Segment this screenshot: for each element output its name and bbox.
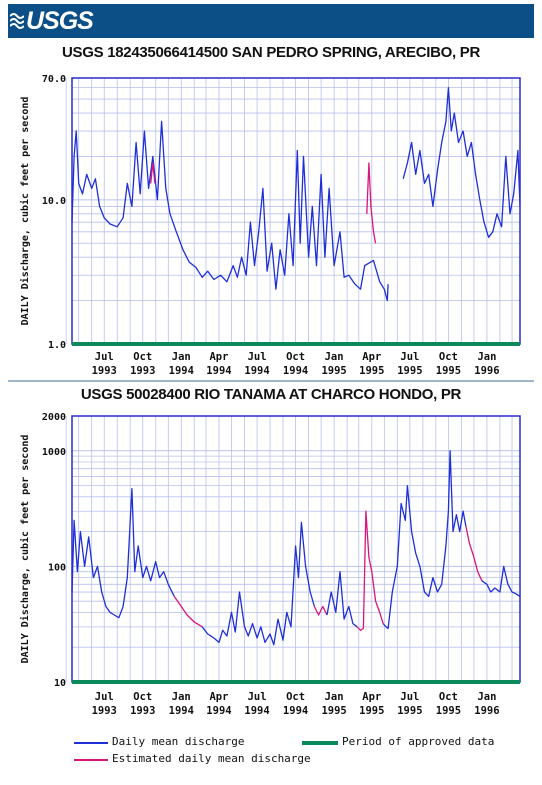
y-tick-label: 10.0 [42, 196, 66, 207]
legend-swatch-approved [302, 741, 338, 745]
y-tick-label: 10 [54, 678, 66, 689]
series-line [326, 571, 358, 628]
x-tick-label-month: Oct [133, 691, 152, 703]
series-line [382, 450, 467, 630]
x-tick-label-month: Apr [362, 691, 381, 703]
series-line [313, 605, 328, 616]
x-tick-label-year: 1994 [206, 705, 231, 717]
x-tick-label-month: Jan [172, 691, 191, 703]
plot-area [72, 78, 520, 344]
legend-approved: Period of approved data [342, 735, 495, 748]
x-tick-label-year: 1994 [169, 705, 194, 717]
usgs-logo[interactable]: USGS [26, 7, 94, 35]
x-tick-label-month: Oct [133, 351, 152, 363]
series-line [356, 510, 384, 631]
x-tick-label-year: 1993 [92, 365, 117, 377]
x-tick-label-year: 1996 [474, 705, 499, 717]
x-tick-label-year: 1994 [244, 365, 269, 377]
legend-estimated: Estimated daily mean discharge [112, 752, 311, 765]
x-tick-label-year: 1995 [397, 365, 422, 377]
legend-swatch-daily-mean [74, 742, 108, 744]
x-tick-label-year: 1996 [474, 365, 499, 377]
x-tick-label-month: Jan [325, 691, 344, 703]
usgs-header-bar: USGS [8, 4, 534, 38]
x-tick-label-month: Jul [95, 351, 114, 363]
x-tick-label-year: 1994 [206, 365, 231, 377]
chart-panel-rio-tanama: USGS 50028400 RIO TANAMA AT CHARCO HONDO… [8, 382, 534, 780]
chart-san-pedro-spring: 70.0 10.0 1.0 Jul 1993 Oct 1993 Jan 1994 Apr 1994 J… [19, 74, 521, 377]
x-tick-label-month: Jan [477, 351, 496, 363]
chart-title: USGS 50028400 RIO TANAMA AT CHARCO HONDO… [80, 386, 462, 403]
x-tick-label-month: Oct [439, 351, 458, 363]
x-tick-label-year: 1995 [359, 705, 384, 717]
x-tick-label-month: Jan [325, 351, 344, 363]
x-tick-label-month: Jul [95, 691, 114, 703]
x-tick-label-month: Jan [477, 691, 496, 703]
chart-title: USGS 182435066414500 SAN PEDRO SPRING, A… [62, 44, 480, 61]
x-tick-label-year: 1995 [436, 365, 461, 377]
x-tick-label-month: Oct [286, 351, 305, 363]
approved-period-bar [72, 680, 520, 684]
x-tick-label-year: 1995 [397, 705, 422, 717]
series-line [71, 488, 175, 619]
series-line [150, 162, 156, 184]
usgs-waves-icon [10, 13, 24, 29]
series-line [366, 162, 377, 244]
y-tick-label: 1.0 [48, 340, 66, 351]
x-tick-label-year: 1995 [359, 365, 384, 377]
x-tick-label-year: 1993 [130, 705, 155, 717]
x-tick-label-year: 1994 [283, 705, 308, 717]
approved-period-bar [72, 342, 520, 346]
chart-panel-san-pedro: USGS 182435066414500 SAN PEDRO SPRING, A… [8, 38, 534, 382]
legend-daily-mean: Daily mean discharge [112, 735, 245, 748]
y-axis-label: DAILY Discharge, cubic feet per second [19, 97, 31, 326]
y-axis-label: DAILY Discharge, cubic feet per second [19, 435, 31, 664]
x-tick-label-year: 1993 [130, 365, 155, 377]
y-tick-label: 1000 [42, 447, 66, 458]
series-line [402, 87, 521, 238]
series-line [481, 565, 521, 597]
x-tick-label-month: Jan [172, 351, 191, 363]
y-tick-label: 2000 [42, 412, 66, 423]
x-tick-label-year: 1994 [169, 365, 194, 377]
x-tick-label-month: Apr [209, 351, 228, 363]
y-tick-label: 100 [48, 562, 66, 573]
x-tick-label-year: 1995 [321, 365, 346, 377]
x-tick-label-month: Jul [248, 691, 267, 703]
series-line [465, 526, 483, 582]
x-tick-label-month: Apr [209, 691, 228, 703]
chart-rio-tanama: 2000 1000 100 10 Jul 1993 Oct 1993 Jan 1994 Apr 199… [19, 412, 521, 717]
x-tick-label-month: Oct [286, 691, 305, 703]
x-tick-label-month: Oct [439, 691, 458, 703]
legend-swatch-estimated [74, 759, 108, 761]
x-tick-label-year: 1995 [436, 705, 461, 717]
x-tick-label-year: 1994 [244, 705, 269, 717]
series-line [201, 521, 316, 646]
x-tick-label-month: Jul [248, 351, 267, 363]
x-tick-label-year: 1993 [92, 705, 117, 717]
y-tick-label: 70.0 [42, 74, 66, 85]
series-line [173, 596, 203, 628]
series-line [71, 120, 389, 302]
x-tick-label-month: Jul [400, 691, 419, 703]
x-tick-label-month: Jul [400, 351, 419, 363]
x-tick-label-year: 1994 [283, 365, 308, 377]
x-tick-label-month: Apr [362, 351, 381, 363]
x-tick-label-year: 1995 [321, 705, 346, 717]
